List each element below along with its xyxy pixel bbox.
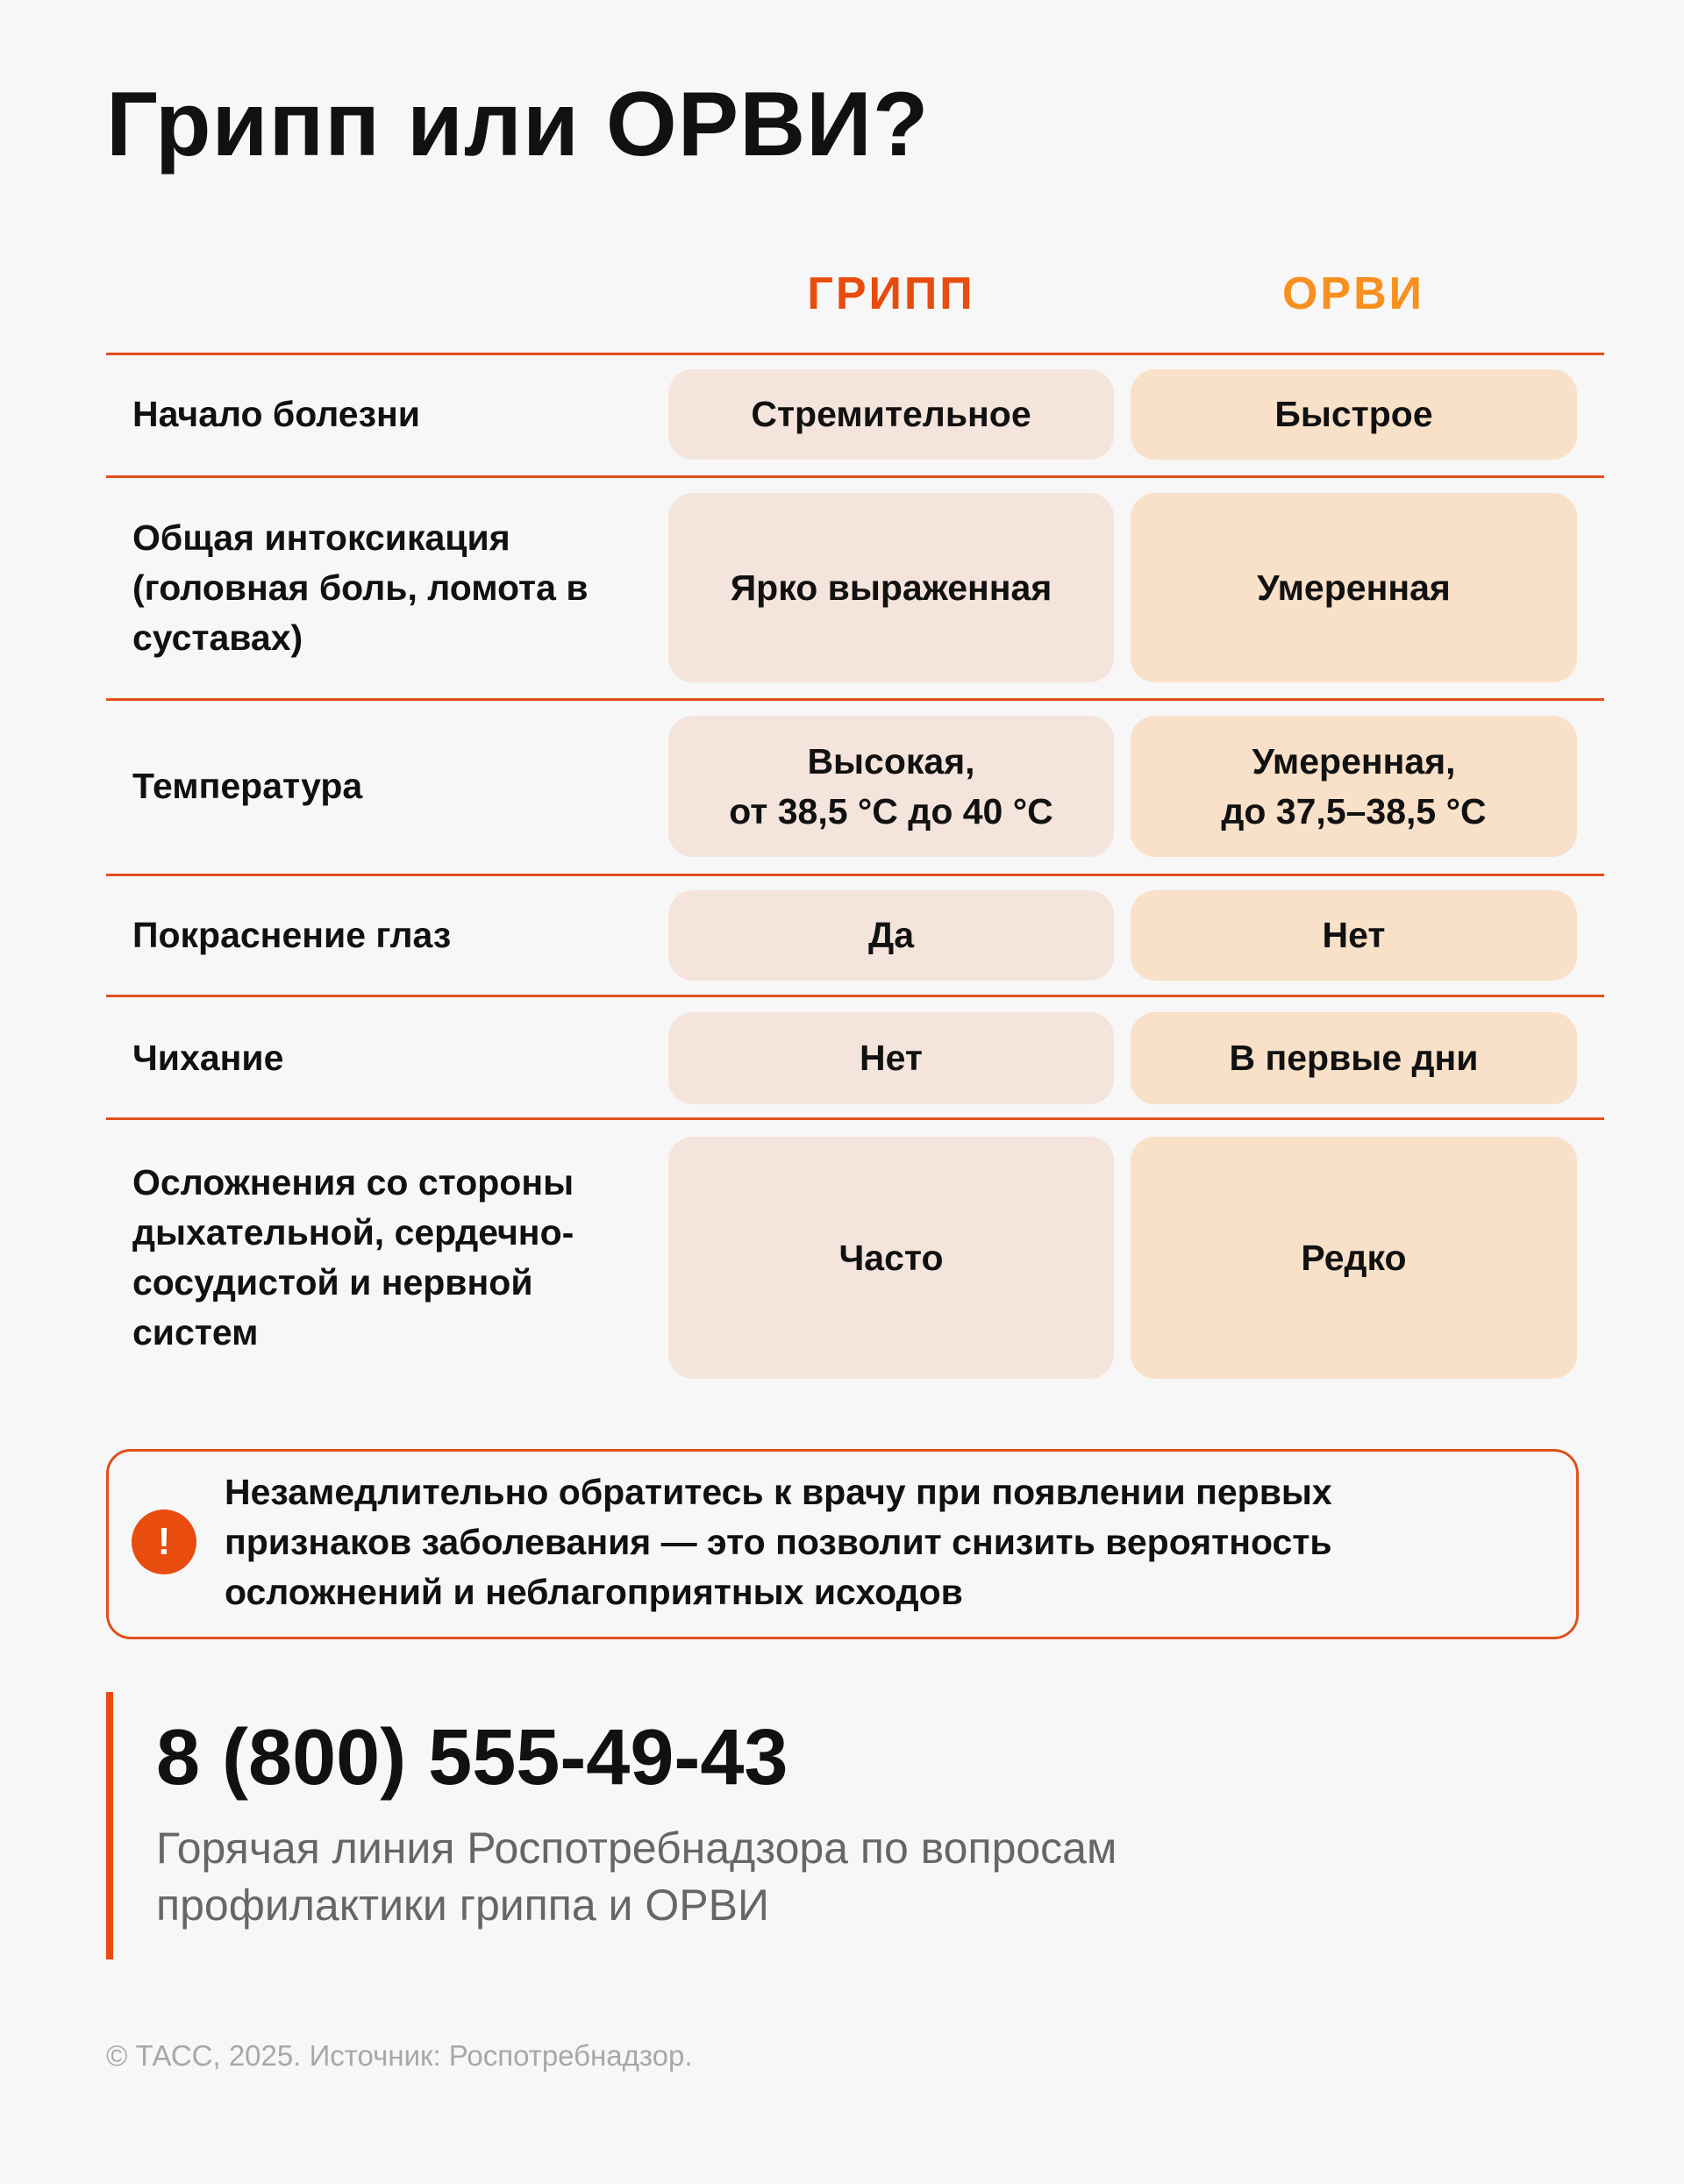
row-label-sneezing: Чихание: [132, 1038, 284, 1078]
column-header-arvi: ОРВИ: [1281, 268, 1425, 319]
exclamation-icon: !: [132, 1510, 196, 1574]
footer-credit: © ТАСС, 2025. Источник: Роспотребнадзор.: [106, 2039, 693, 2072]
cell-flu-temperature: Высокая, от 38,5 °C до 40 °C: [668, 716, 1114, 857]
divider: [106, 475, 1604, 478]
hotline-phone: 8 (800) 555-49-43: [156, 1714, 788, 1802]
alert-box: [106, 1449, 1579, 1639]
cell-flu-intoxication: Ярко выраженная: [668, 493, 1114, 682]
cell-arvi-complications: Редко: [1131, 1137, 1577, 1379]
row-label-temperature: Температура: [132, 766, 363, 806]
cell-arvi-sneezing: В первые дни: [1131, 1012, 1577, 1104]
cell-arvi-onset: Быстрое: [1131, 369, 1577, 460]
alert-text: Незамедлительно обратитесь к врачу при п…: [225, 1472, 1332, 1612]
row-label-intoxication: Общая интоксикация (головная боль, ломот…: [132, 517, 589, 658]
row-label-complications: Осложнения со стороны дыхательной, серде…: [132, 1162, 574, 1353]
page-title: Грипп или ОРВИ?: [106, 74, 930, 175]
cell-flu-complications: Часто: [668, 1137, 1114, 1379]
cell-flu-sneezing: Нет: [668, 1012, 1114, 1104]
divider: [106, 874, 1604, 876]
divider: [106, 995, 1604, 997]
accent-bar: [106, 1692, 113, 1959]
cell-flu-red-eyes: Да: [668, 890, 1114, 981]
divider: [106, 353, 1604, 355]
hotline-description: Горячая линия Роспотребнадзора по вопрос…: [156, 1824, 1117, 1930]
cell-arvi-red-eyes: Нет: [1131, 890, 1577, 981]
cell-arvi-temperature: Умеренная, до 37,5–38,5 °C: [1131, 716, 1577, 857]
divider: [106, 1117, 1604, 1120]
row-label-red-eyes: Покраснение глаз: [132, 915, 452, 955]
row-label-onset: Начало болезни: [132, 394, 420, 434]
column-header-flu: ГРИПП: [807, 268, 975, 319]
cell-flu-onset: Стремительное: [668, 369, 1114, 460]
cell-arvi-intoxication: Умеренная: [1131, 493, 1577, 682]
divider: [106, 698, 1604, 701]
